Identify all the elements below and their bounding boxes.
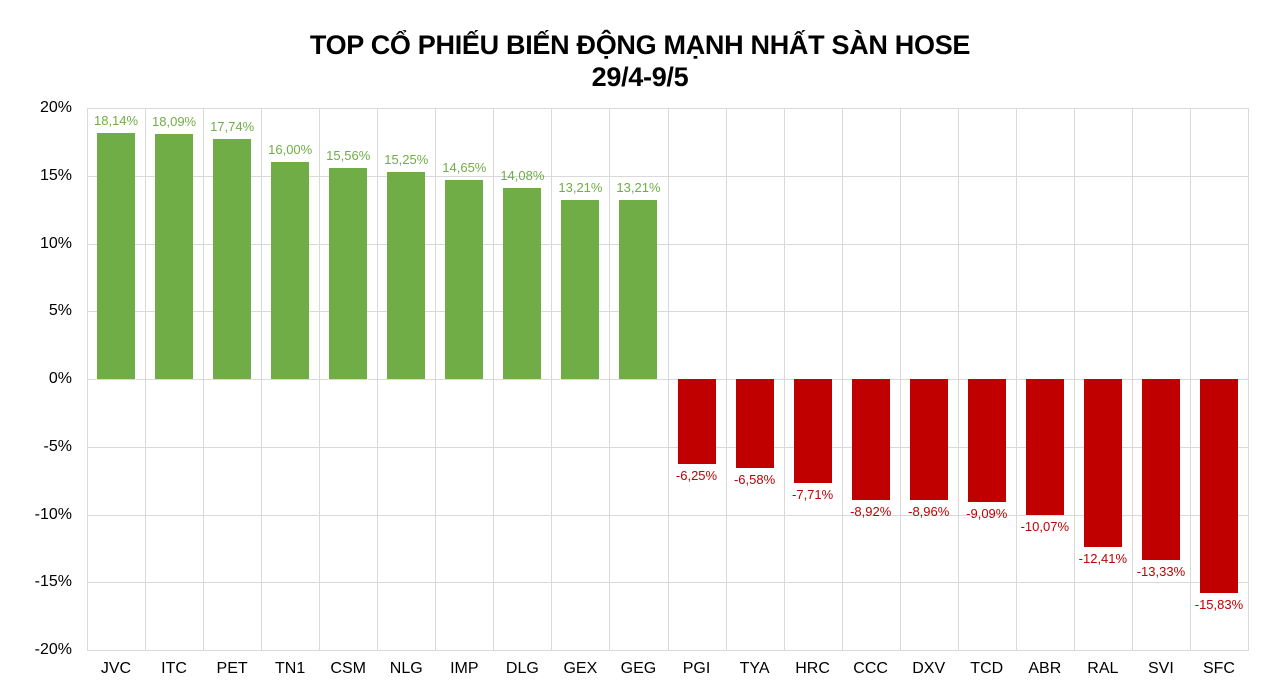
x-tick-label: HRC — [795, 660, 830, 677]
y-tick-label: -5% — [43, 437, 72, 455]
gridline-vertical — [899, 108, 901, 650]
gridline-vertical — [87, 108, 88, 650]
gridline-vertical — [667, 108, 669, 650]
gridline-horizontal — [87, 650, 1248, 651]
data-label: -15,83% — [1194, 597, 1244, 613]
data-label: 13,21% — [616, 180, 661, 195]
y-tick-label: 20% — [39, 99, 72, 116]
y-tick-label: 10% — [39, 234, 72, 252]
bar-jvc — [97, 133, 136, 379]
gridline-vertical — [145, 108, 147, 650]
gridline-vertical — [1073, 108, 1075, 650]
y-tick-label: 5% — [48, 302, 72, 320]
data-label: -9,09% — [966, 506, 1008, 522]
data-label: -13,33% — [1136, 563, 1186, 579]
gridline-vertical — [551, 108, 553, 650]
data-label: 14,65% — [442, 160, 487, 176]
x-tick-label: TCD — [970, 660, 1004, 677]
x-tick-label: SFC — [1202, 660, 1235, 677]
x-tick-label: PGI — [682, 660, 711, 677]
chart-title: TOP CỔ PHIẾU BIẾN ĐỘNG MẠNH NHẤT SÀN HOS… — [309, 30, 971, 60]
gridline-vertical — [1131, 108, 1133, 650]
data-label: -8,92% — [850, 503, 892, 519]
y-tick-label: 15% — [39, 166, 72, 184]
x-tick-label: CCC — [853, 660, 888, 677]
x-tick-label: GEX — [563, 660, 598, 677]
data-label: 16,00% — [268, 142, 313, 158]
x-tick-label: CSM — [330, 660, 366, 677]
gridline-vertical — [609, 108, 611, 650]
x-tick-label: IMP — [450, 660, 479, 677]
data-label: -6,25% — [675, 467, 718, 483]
bar-dxv — [909, 379, 948, 501]
x-tick-label: DXV — [912, 660, 946, 677]
chart-subtitle-date-range: 29/4-9/5 — [591, 62, 689, 92]
x-tick-label: SVI — [1147, 660, 1174, 677]
gridline-vertical — [493, 108, 495, 650]
x-tick-label: TN1 — [275, 660, 306, 677]
data-label: 17,74% — [210, 118, 255, 134]
bar-nlg — [387, 172, 426, 379]
data-label: -6,58% — [733, 472, 776, 488]
gridline-vertical — [957, 108, 959, 650]
bar-sfc — [1199, 379, 1238, 594]
data-label: -7,71% — [792, 487, 834, 503]
data-label: 18,14% — [93, 113, 139, 129]
gridline-vertical — [261, 108, 263, 650]
x-tick-label: TYA — [739, 660, 770, 677]
bar-itc — [155, 133, 194, 379]
data-label: -10,07% — [1020, 519, 1070, 535]
y-tick-label: 0% — [48, 370, 72, 387]
bar-ral — [1083, 379, 1122, 548]
gridline-vertical — [1015, 108, 1017, 650]
bar-tya — [735, 379, 774, 469]
y-tick-label: -20% — [34, 641, 72, 658]
data-label: 18,09% — [152, 113, 197, 129]
x-tick-label: NLG — [389, 660, 423, 677]
bar-geg — [619, 200, 658, 379]
x-tick-label: GEG — [620, 660, 657, 677]
x-tick-label: JVC — [100, 660, 132, 677]
y-tick-label: -10% — [34, 505, 72, 523]
bar-pet — [213, 138, 252, 379]
x-tick-label: PET — [216, 660, 248, 677]
x-tick-label: ITC — [161, 660, 187, 677]
bar-svi — [1141, 379, 1180, 560]
bar-abr — [1025, 379, 1064, 516]
data-label: 15,56% — [326, 148, 371, 164]
gridline-vertical — [725, 108, 727, 650]
data-label: 14,08% — [500, 168, 545, 184]
gridline-vertical — [203, 108, 205, 650]
x-tick-label: DLG — [505, 660, 539, 677]
bar-tcd — [967, 379, 1006, 503]
bar-hrc — [793, 379, 832, 484]
x-tick-label: ABR — [1028, 660, 1062, 677]
data-label: 13,21% — [558, 180, 603, 195]
bar-tn1 — [271, 162, 310, 379]
gridline-vertical — [841, 108, 843, 650]
bar-ccc — [851, 379, 890, 500]
gridline-vertical — [783, 108, 785, 650]
data-label: -8,96% — [908, 504, 950, 520]
data-label: -12,41% — [1078, 551, 1128, 567]
bar-imp — [445, 180, 484, 379]
bar-dlg — [503, 188, 542, 379]
gridline-vertical — [319, 108, 321, 650]
data-label: 15,25% — [384, 152, 429, 168]
bar-csm — [329, 168, 368, 379]
gridline-vertical — [377, 108, 379, 650]
plot-area: 18,14% 18,09% 17,74% 16,00% 15,56% 15,25% 14,6… — [87, 108, 1249, 651]
gridline-vertical — [1189, 108, 1191, 650]
gridline-vertical — [435, 108, 437, 650]
bar-gex — [561, 200, 600, 379]
y-tick-label: -15% — [34, 573, 72, 591]
bar-pgi — [677, 379, 716, 464]
x-tick-label: RAL — [1087, 660, 1119, 677]
